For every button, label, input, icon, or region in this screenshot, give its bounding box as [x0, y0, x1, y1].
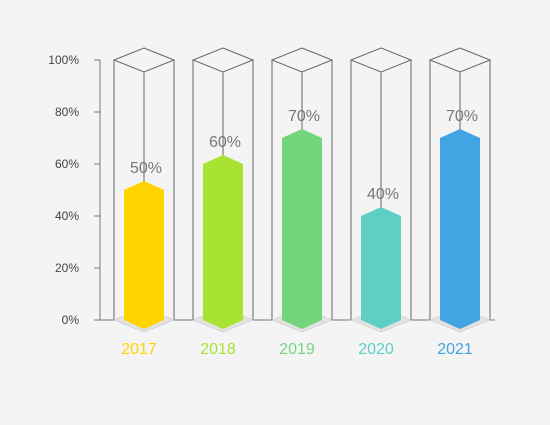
y-tick-label: 0% [62, 313, 80, 327]
bar [361, 207, 401, 329]
x-category-label: 2017 [121, 341, 157, 358]
bar [282, 129, 322, 329]
bar [440, 129, 480, 329]
x-category-label: 2019 [279, 341, 315, 358]
x-category-label: 2020 [358, 341, 394, 358]
bar [124, 181, 164, 329]
bar-value-label: 70% [288, 108, 320, 125]
tube-top-cap [112, 47, 176, 73]
tube-top-cap [428, 47, 492, 73]
x-category-label: 2018 [200, 341, 236, 358]
y-tick-label: 80% [55, 105, 79, 119]
y-tick-label: 20% [55, 261, 79, 275]
tube-top-cap [191, 47, 255, 73]
tube-layer [112, 47, 492, 333]
bar [203, 155, 243, 329]
y-tick-label: 100% [48, 53, 79, 67]
bar-value-label: 60% [209, 134, 241, 151]
label-layer: 50% 2017 60% 2018 70% 2019 40% 2020 70% 2021 [121, 108, 478, 358]
y-tick-label: 40% [55, 209, 79, 223]
bar-value-label: 70% [446, 108, 478, 125]
tube-top-cap [349, 47, 413, 73]
bar-value-label: 50% [130, 160, 162, 177]
bar-value-label: 40% [367, 186, 399, 203]
x-category-label: 2021 [437, 341, 473, 358]
tube-top-cap [270, 47, 334, 73]
y-tick-label: 60% [55, 157, 79, 171]
